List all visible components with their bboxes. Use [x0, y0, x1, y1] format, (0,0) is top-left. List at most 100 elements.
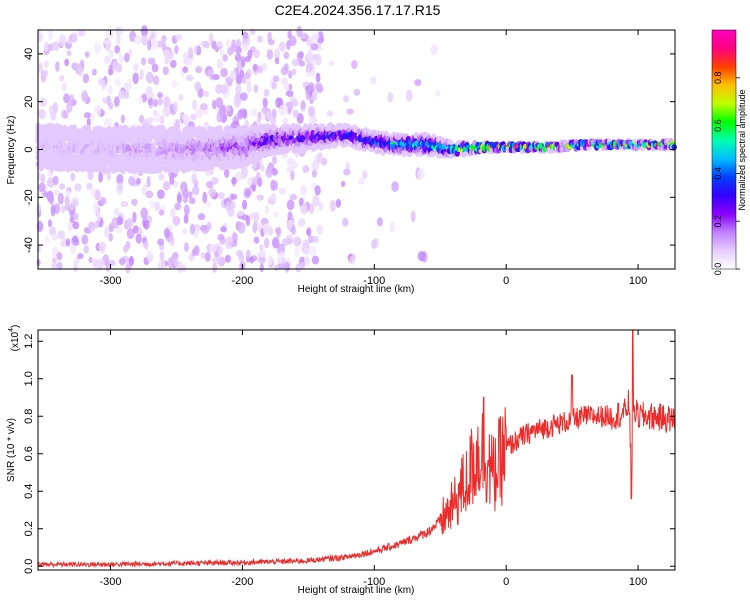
spectrogram-cell — [267, 39, 275, 46]
spectrogram-cell — [344, 138, 350, 145]
spectrogram-cell — [286, 40, 291, 50]
spectrogram-cell — [50, 204, 56, 217]
spectrogram-cell — [197, 213, 206, 221]
spectrogram-cell — [306, 228, 311, 236]
spectrogram-cell — [342, 217, 349, 227]
spectrogram-cell — [362, 170, 368, 179]
spectrogram-cell — [170, 208, 176, 218]
spectrogram-cell — [294, 245, 300, 258]
spectrogram-cell — [311, 255, 320, 265]
spectrogram-cell — [152, 75, 160, 85]
y-tick-label: 0.8 — [23, 409, 35, 424]
spectrogram-cell — [237, 210, 245, 217]
spectrogram-cell — [284, 262, 291, 272]
spectrogram-cell — [182, 66, 188, 74]
spectrogram-cell — [55, 61, 60, 72]
spectrogram-cell — [51, 257, 57, 264]
spectrogram-cell — [279, 104, 285, 116]
snr-line — [37, 329, 675, 569]
spectrogram-cell — [77, 29, 86, 37]
spectrogram-cell — [169, 235, 175, 246]
spectrogram-cell — [233, 97, 241, 108]
spectrogram-cell — [66, 50, 72, 57]
spectrogram-cell — [302, 239, 310, 250]
spectrogram-cell — [83, 112, 91, 119]
spectrogram-cell — [240, 167, 248, 180]
spectrogram-cell — [315, 82, 323, 91]
spectrogram-cell — [272, 75, 280, 83]
spectrogram-cell — [105, 56, 111, 64]
spectrogram-cell — [278, 251, 286, 259]
x-tick-label: 100 — [629, 576, 647, 588]
spectrogram-cell — [116, 34, 121, 45]
spectrogram-cell — [206, 68, 215, 78]
spectrogram-cell — [176, 193, 182, 204]
spectrogram-cell — [184, 242, 189, 253]
spectrogram-cell — [288, 70, 293, 79]
spectrogram-cell — [187, 191, 193, 199]
spectrogram-cell — [162, 105, 171, 118]
spectrogram-cell — [332, 143, 339, 148]
spectrogram-cell — [157, 238, 165, 246]
spectrogram-cell — [231, 232, 238, 244]
spectrogram-cell — [242, 31, 249, 40]
spectrogram-cell — [112, 60, 118, 72]
spectrogram-cell — [72, 221, 80, 230]
spectrogram-cell — [36, 245, 41, 253]
spectrogram-cell — [172, 257, 179, 267]
snr-frame — [37, 329, 676, 571]
x-tick-label: -200 — [231, 576, 253, 588]
spectrogram-cell — [206, 180, 214, 189]
spectrogram-cell — [40, 69, 49, 77]
spectrogram-cell — [296, 264, 303, 272]
colorbar-gradient — [711, 29, 737, 270]
spectrogram-cell — [49, 226, 57, 236]
spectrogram-cell — [312, 32, 320, 40]
spectrogram-cell — [257, 177, 263, 187]
spectrogram-cell — [71, 62, 78, 71]
snr-series — [37, 329, 675, 569]
spectrogram-cell — [234, 53, 242, 62]
spectrogram-cell — [231, 39, 237, 50]
y-tick-label: 0.2 — [23, 521, 35, 536]
spectrogram-cell — [345, 161, 350, 170]
spectrogram-cell — [287, 107, 292, 115]
spectrogram-cell — [300, 203, 309, 215]
spectrogram-cell — [264, 203, 270, 216]
spectrogram-cell — [219, 48, 225, 57]
spectrogram-cell — [210, 176, 219, 185]
spectrogram-cell — [81, 234, 89, 245]
spectrogram-cell — [291, 225, 296, 236]
spectrogram-cell — [90, 188, 96, 198]
spectrogram-cell — [36, 259, 41, 266]
spectrogram-cell — [267, 256, 273, 266]
spectrogram-cell — [98, 241, 107, 252]
spectrogram-cell — [278, 41, 286, 52]
spectrogram-cell — [71, 32, 78, 43]
spectrogram-cell — [274, 57, 280, 65]
spectrogram-cell — [282, 117, 288, 125]
spectrogram-cell — [291, 59, 300, 67]
spectrogram-cell — [146, 175, 151, 188]
spectrogram-cell — [252, 221, 258, 234]
snr-y-multiplier: (x104) — [8, 325, 21, 352]
spectrogram-cell — [105, 43, 111, 52]
spectrogram-cell — [105, 29, 114, 38]
colorbar-label: Normalized spectral amplitude — [737, 89, 747, 210]
spectrogram-cell — [208, 188, 216, 197]
spectrogram-cell — [308, 245, 317, 256]
spectrogram-cell — [61, 82, 67, 92]
spectrogram-cell — [376, 217, 383, 227]
spectrogram-cell — [249, 256, 254, 264]
spectrogram-cell — [346, 108, 354, 115]
spectrogram-cell — [131, 198, 138, 206]
spectrogram-cell — [260, 164, 265, 172]
spectrogram-cell — [63, 93, 70, 104]
spectrogram-cell — [51, 233, 58, 242]
spectrogram-cell — [64, 58, 70, 67]
spectrogram-cell — [43, 60, 49, 69]
spectrogram-cell — [292, 109, 299, 118]
spectrogram-cell — [387, 92, 394, 103]
spectrogram-cell — [132, 211, 137, 223]
colorbar-tick-label: 0.0 — [713, 263, 723, 276]
